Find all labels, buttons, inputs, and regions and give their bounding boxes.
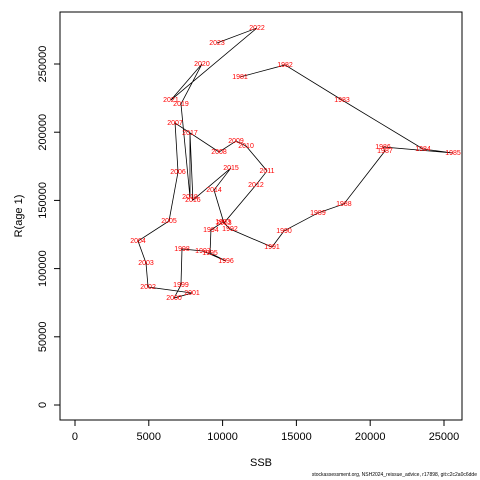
year-point-label: 2018: [182, 194, 198, 201]
year-point-label: 1987: [377, 148, 393, 155]
year-point-label: 2008: [211, 149, 227, 156]
year-point-label: 2017: [182, 130, 198, 137]
y-tick-label: 50000: [37, 322, 49, 353]
year-point-label: 2001: [184, 290, 200, 297]
year-point-label: 1995: [202, 250, 218, 257]
footer: stockassessment.org, NSH2024_reissue_adv…: [312, 472, 477, 478]
year-point-label: 2002: [140, 284, 156, 291]
year-point-label: 2012: [248, 182, 264, 189]
year-point-label: 2020: [194, 61, 210, 68]
plot-frame: [59, 11, 463, 421]
x-tick-label: 0: [72, 431, 78, 443]
year-point-label: 1993: [215, 219, 231, 226]
year-point-label: 1985: [445, 150, 461, 157]
year-point-label: 2009: [228, 138, 244, 145]
year-point-label: 1982: [277, 62, 293, 69]
year-point-label: 1994: [203, 227, 219, 234]
year-point-label: 2003: [138, 260, 154, 267]
y-tick-label: 250000: [37, 46, 49, 83]
y-tick-label: 200000: [37, 114, 49, 151]
year-point-label: 2021: [163, 97, 179, 104]
x-tick-label: 15000: [281, 431, 312, 443]
year-point-label: 2016: [185, 197, 201, 204]
year-point-label: 2015: [223, 165, 239, 172]
year-point-label: 2023: [209, 40, 225, 47]
year-point-label: 1983: [334, 97, 350, 104]
year-point-label: 2013: [216, 220, 232, 227]
year-point-label: 2005: [161, 218, 177, 225]
year-point-label: 1989: [310, 210, 326, 217]
year-point-label: 2014: [206, 187, 222, 194]
year-point-label: 1984: [415, 146, 431, 153]
year-point-label: 1998: [174, 246, 190, 253]
x-tick-label: 5000: [137, 431, 161, 443]
year-point-label: 2019: [173, 101, 189, 108]
x-tick-label: 20000: [355, 431, 386, 443]
x-tick-label: 10000: [207, 431, 238, 443]
year-point-label: 1992: [222, 226, 238, 233]
x-tick-label: 25000: [429, 431, 460, 443]
year-point-label: 1990: [276, 228, 292, 235]
year-point-label: 2022: [249, 25, 265, 32]
year-point-label: 1988: [336, 201, 352, 208]
year-point-label: 1996: [218, 258, 234, 265]
year-point-label: 2007: [167, 120, 183, 127]
year-point-label: 1997: [195, 248, 211, 255]
year-point-label: 2011: [259, 168, 274, 175]
year-point-label: 1991: [264, 244, 280, 251]
year-point-label: 1986: [375, 144, 391, 151]
y-tick-label: 150000: [37, 182, 49, 219]
trajectory-line: [137, 27, 454, 299]
year-point-label: 1999: [173, 282, 189, 289]
x-axis-label: SSB: [250, 457, 272, 469]
y-tick-label: 100000: [37, 250, 49, 287]
year-point-label: 2000: [166, 295, 182, 302]
year-point-label: 2006: [170, 169, 186, 176]
y-tick-label: 0: [37, 402, 49, 408]
y-axis-label: R(age 1): [13, 195, 25, 238]
year-point-label: 2010: [238, 143, 254, 150]
year-point-label: 1981: [232, 74, 248, 81]
year-point-label: 2004: [130, 238, 146, 245]
